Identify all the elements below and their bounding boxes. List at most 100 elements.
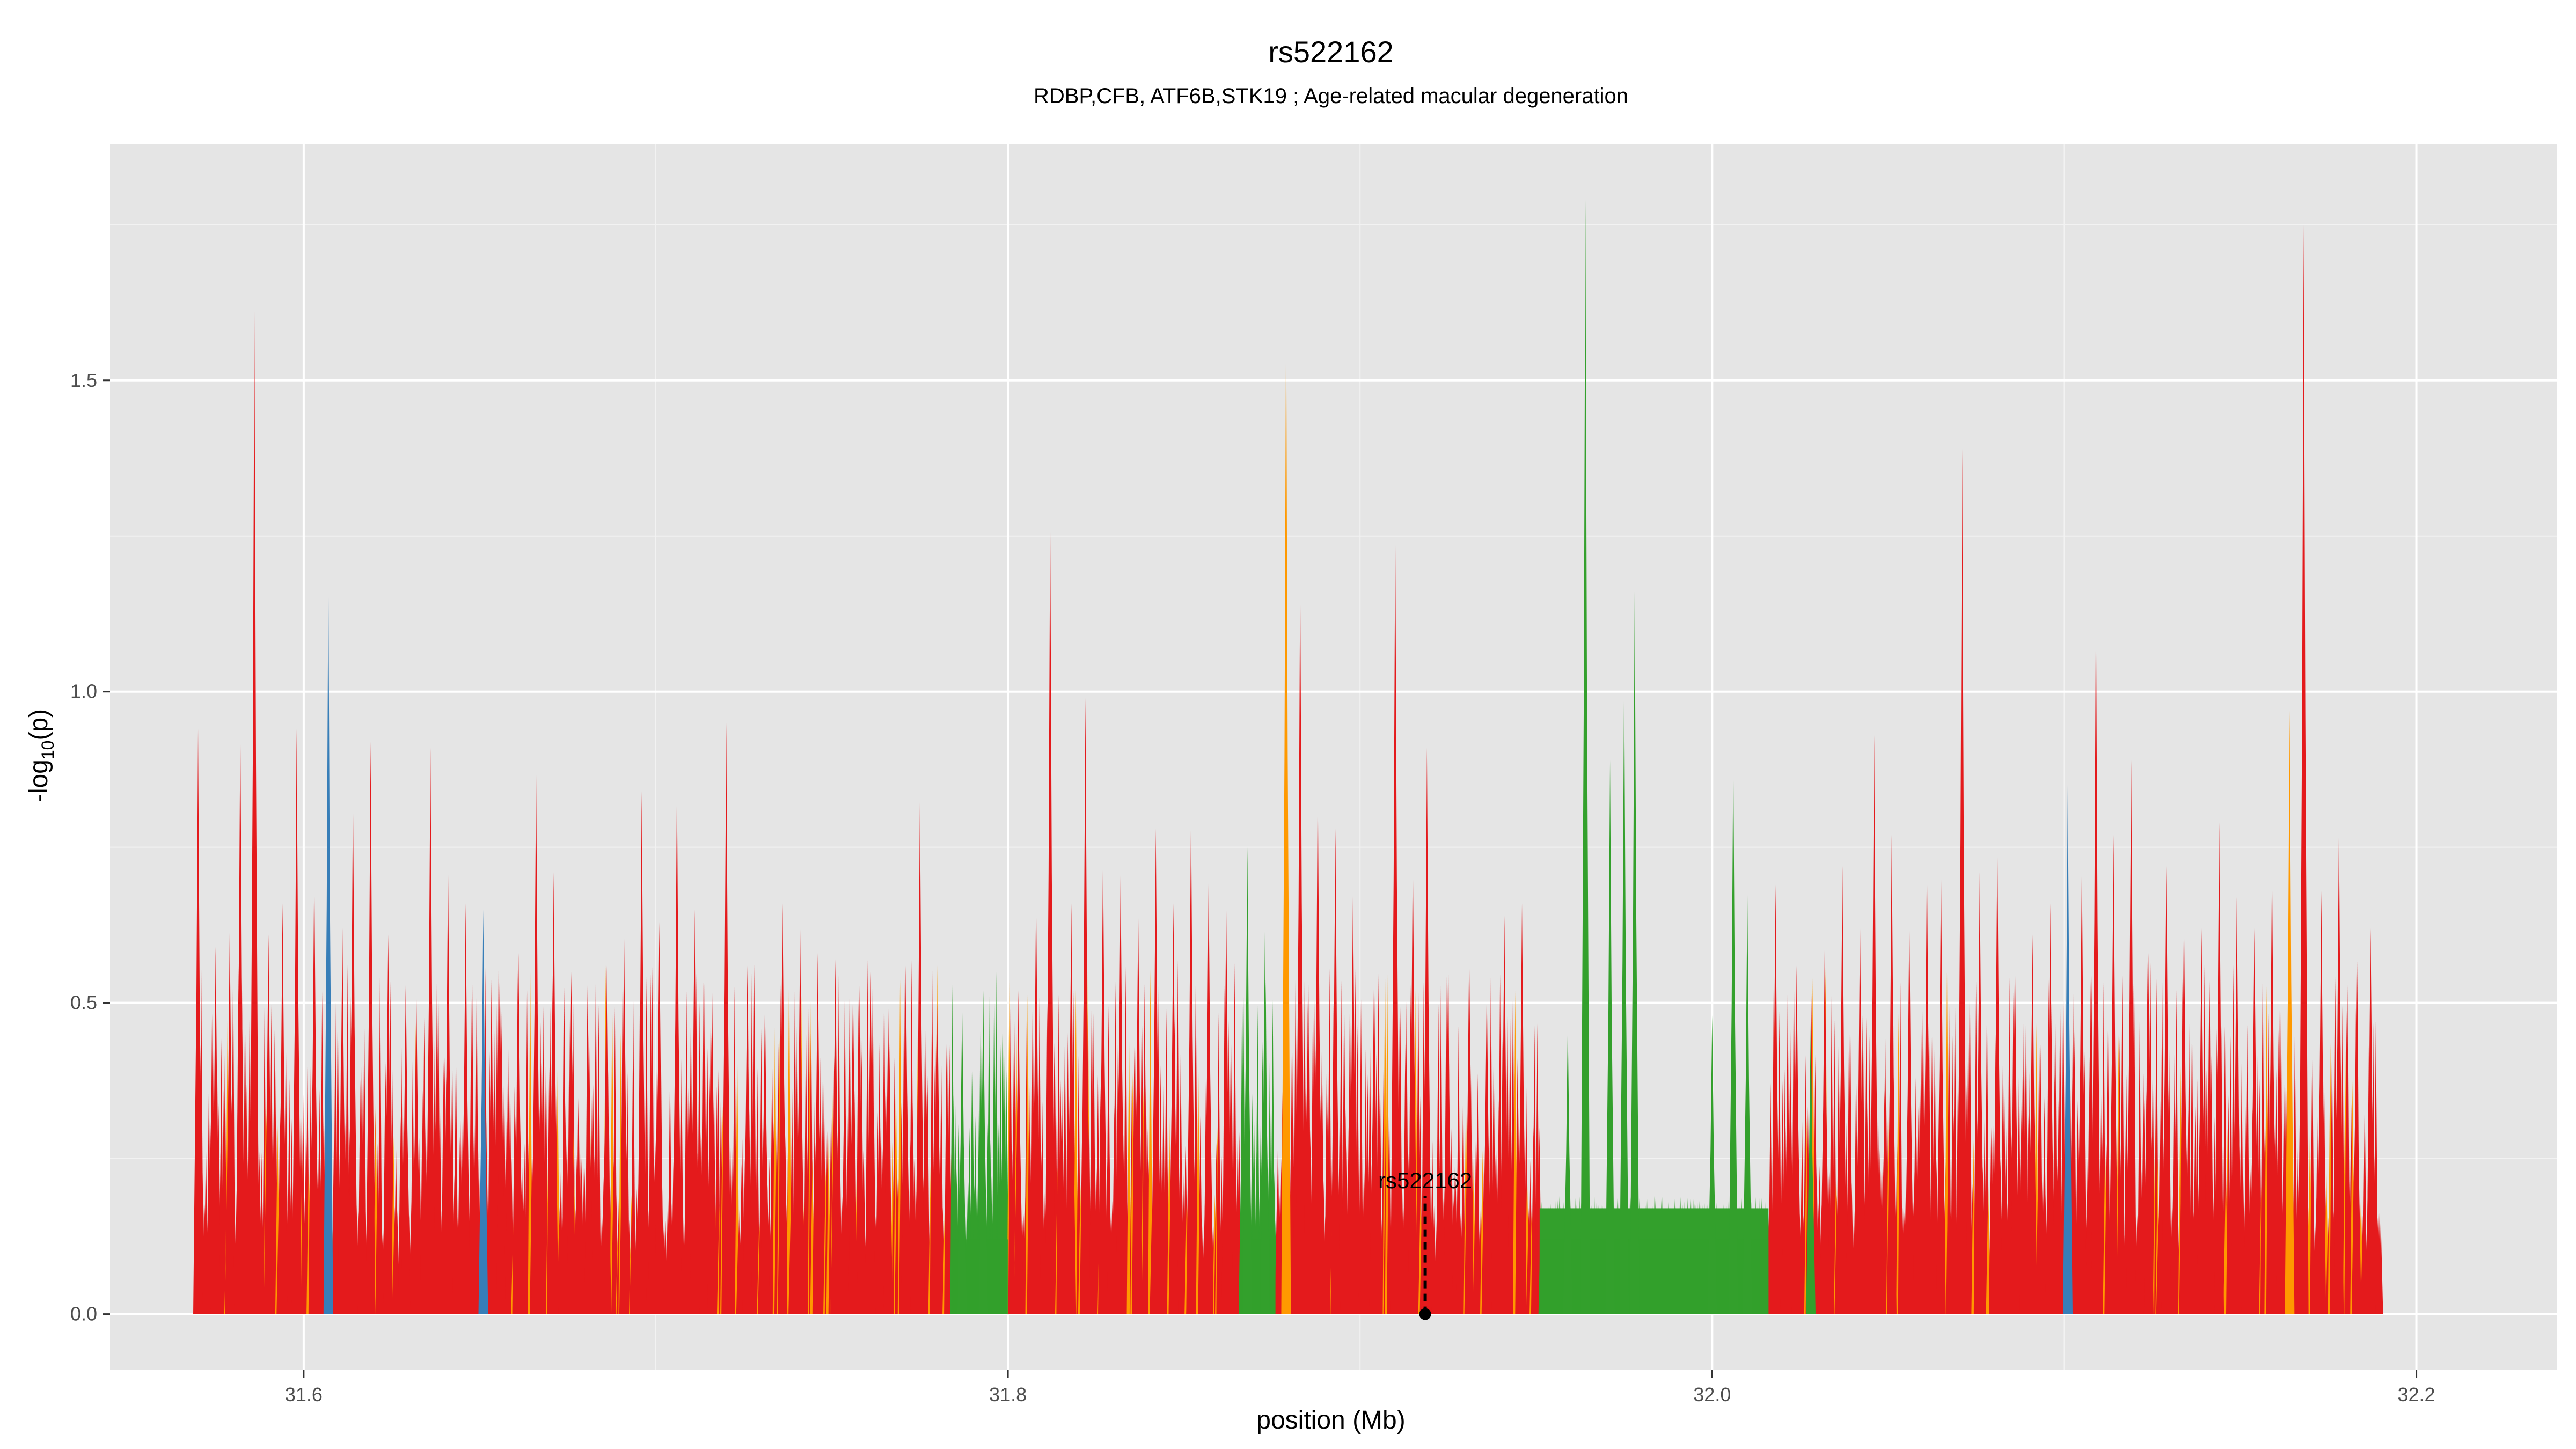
peak (291, 729, 302, 1314)
peak (778, 903, 788, 1314)
peak (2045, 903, 2055, 1314)
peak (1348, 890, 1358, 1314)
peak (1066, 903, 1077, 1314)
peak (264, 934, 274, 1314)
peak (636, 791, 647, 1314)
peak (1605, 760, 1615, 1314)
texture-spike (2120, 975, 2125, 1314)
y-axis-label: -log10(p) (25, 709, 57, 802)
peak (548, 872, 559, 1314)
x-axis: 31.6 31.8 32.0 32.2 (285, 1370, 2435, 1406)
peak (1482, 984, 1492, 1314)
peak (672, 779, 682, 1314)
peak (2267, 859, 2277, 1314)
peak (721, 722, 731, 1314)
peak (1563, 1021, 1573, 1314)
peak (426, 748, 436, 1314)
y-axis-label-prefix: -log (25, 759, 53, 802)
peak (1728, 753, 1738, 1314)
peak (866, 971, 876, 1314)
peak (978, 990, 989, 1314)
peak (795, 928, 805, 1314)
peak (654, 921, 664, 1314)
peak (1992, 841, 2002, 1314)
data-areas (193, 200, 2383, 1314)
peak (1443, 971, 1453, 1314)
peak (1517, 903, 1527, 1314)
peak (1186, 810, 1196, 1314)
x-tick-label: 32.0 (1693, 1384, 1731, 1406)
peak (1045, 511, 1055, 1314)
peak (1936, 866, 1946, 1314)
peak (830, 959, 840, 1314)
peak (1619, 672, 1629, 1314)
texture-spike (377, 967, 383, 1314)
x-tick-label: 31.6 (285, 1384, 323, 1406)
peak (602, 965, 612, 1314)
texture-spike (1456, 1026, 1461, 1314)
peak (1838, 866, 1848, 1314)
chart-title: rs522162 (1268, 35, 1394, 69)
peak (848, 984, 858, 1314)
peak (1922, 853, 1932, 1314)
peak (514, 953, 524, 1314)
peak (1422, 748, 1432, 1314)
peak (2010, 953, 2020, 1314)
peak (531, 766, 541, 1314)
peak (1707, 1015, 1717, 1314)
peak (932, 1002, 942, 1314)
peak (1168, 903, 1179, 1314)
peak (348, 791, 358, 1314)
peak (1742, 890, 1752, 1314)
peak (2126, 760, 2136, 1314)
texture-spike (1255, 1005, 1260, 1314)
peak (2285, 710, 2295, 1314)
y-tick-label: 1.0 (70, 680, 97, 702)
peak (1133, 909, 1143, 1314)
peak (338, 928, 348, 1314)
peak (901, 965, 911, 1314)
peak (1151, 828, 1161, 1314)
peak (760, 997, 770, 1314)
chart-subtitle: RDBP,CFB, ATF6B,STK19 ; Age-related macu… (1034, 84, 1628, 108)
peak (496, 990, 506, 1314)
peak (2231, 897, 2242, 1314)
peak (707, 990, 717, 1314)
peak (1369, 965, 1379, 1314)
y-axis: 0.0 0.5 1.0 1.5 (70, 369, 110, 1325)
peak (2299, 224, 2309, 1314)
y-tick-label: 1.5 (70, 369, 97, 391)
x-tick-label: 31.8 (989, 1384, 1027, 1406)
peak (1974, 872, 1985, 1314)
peak (1242, 847, 1253, 1314)
peak (2214, 822, 2224, 1314)
peak (566, 971, 576, 1314)
peak (225, 928, 235, 1314)
peaks (193, 200, 2376, 1314)
peak (1904, 916, 1914, 1314)
peak (2316, 890, 2326, 1314)
x-tick-label: 32.2 (2398, 1384, 2435, 1406)
peak (2161, 866, 2171, 1314)
texture-spike (453, 1038, 458, 1314)
texture-spike (2378, 1219, 2383, 1314)
peak (1806, 1021, 1816, 1314)
peak (2091, 598, 2101, 1314)
texture-spike (1216, 1013, 1221, 1314)
peak (2249, 928, 2259, 1314)
y-axis-label-subscript: 10 (38, 741, 57, 760)
peak (2109, 835, 2119, 1314)
peak (210, 947, 221, 1314)
annotation-label: rs522162 (1378, 1168, 1472, 1193)
peak (1330, 828, 1341, 1314)
texture-spike (1438, 982, 1444, 1314)
peak (2063, 785, 2073, 1314)
peak (365, 741, 376, 1314)
y-tick-label: 0.5 (70, 992, 97, 1014)
peak (742, 965, 752, 1314)
peak (401, 978, 411, 1314)
peak (2366, 928, 2376, 1314)
peak (443, 866, 453, 1314)
peak (235, 722, 245, 1314)
